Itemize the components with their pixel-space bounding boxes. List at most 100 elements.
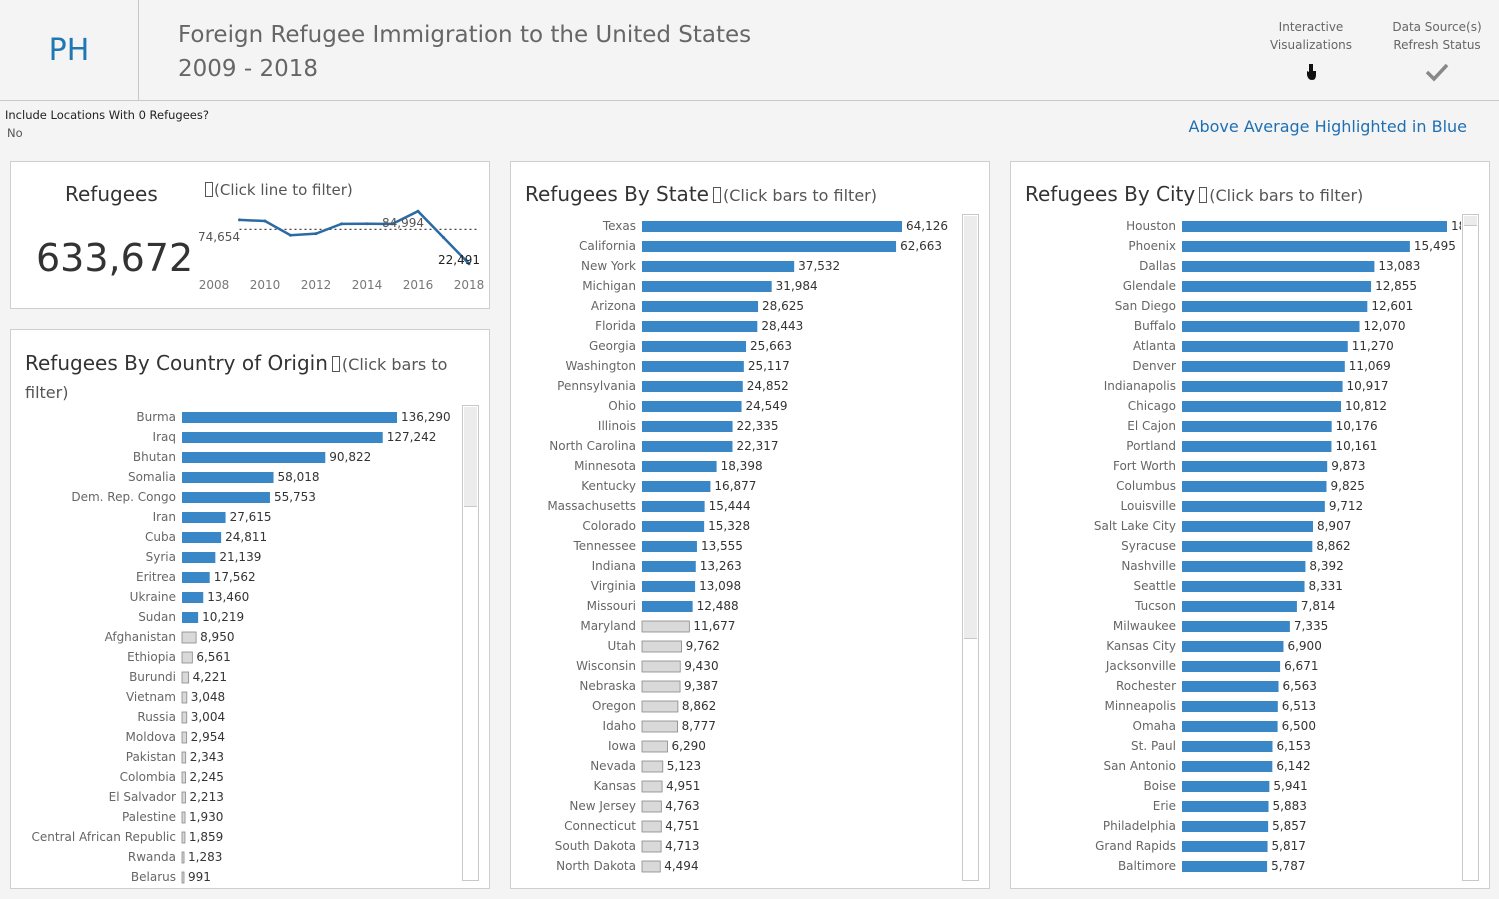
bar[interactable] xyxy=(1182,781,1269,792)
bar[interactable] xyxy=(1182,261,1374,272)
bar[interactable] xyxy=(182,752,186,763)
zero-locations-filter-dropdown[interactable]: No xyxy=(7,126,23,140)
bar[interactable] xyxy=(182,512,226,523)
bar[interactable] xyxy=(642,301,758,312)
bar[interactable] xyxy=(642,601,693,612)
bar[interactable] xyxy=(642,861,660,872)
bar[interactable] xyxy=(642,501,705,512)
bar[interactable] xyxy=(182,432,383,443)
bar[interactable] xyxy=(642,841,661,852)
bar[interactable] xyxy=(642,461,717,472)
bar[interactable] xyxy=(1182,581,1305,592)
state-scrollbar[interactable] xyxy=(962,214,979,881)
bar[interactable] xyxy=(182,552,215,563)
bar[interactable] xyxy=(1182,761,1272,772)
bar[interactable] xyxy=(642,821,661,832)
bar[interactable] xyxy=(1182,641,1283,652)
bar[interactable] xyxy=(182,692,187,703)
bar[interactable] xyxy=(642,221,902,232)
trend-series-line[interactable] xyxy=(240,211,470,264)
bar[interactable] xyxy=(1182,521,1313,532)
bar[interactable] xyxy=(642,781,662,792)
bar[interactable] xyxy=(182,872,184,883)
trend-point[interactable] xyxy=(315,232,318,235)
bar[interactable] xyxy=(642,581,695,592)
bar[interactable] xyxy=(1182,421,1332,432)
bar[interactable] xyxy=(182,612,198,623)
state-bar-chart[interactable]: Texas 64,126 California 62,663 New York 37,53… xyxy=(511,162,961,889)
bar[interactable] xyxy=(182,832,185,843)
bar[interactable] xyxy=(1182,621,1290,632)
country-scrollbar[interactable] xyxy=(462,405,479,881)
bar[interactable] xyxy=(1182,601,1297,612)
bar[interactable] xyxy=(642,421,733,432)
bar[interactable] xyxy=(1182,721,1278,732)
bar[interactable] xyxy=(182,412,397,423)
city-scroll-thumb[interactable] xyxy=(1464,216,1477,226)
country-bar-chart[interactable]: Burma 136,290 Iraq 127,242 Bhutan 90,822 Somal… xyxy=(11,330,461,889)
bar[interactable] xyxy=(182,572,210,583)
bar[interactable] xyxy=(182,772,186,783)
trend-point[interactable] xyxy=(366,222,369,225)
bar[interactable] xyxy=(182,652,192,663)
bar[interactable] xyxy=(182,492,270,503)
bar[interactable] xyxy=(642,561,696,572)
bar[interactable] xyxy=(1182,501,1325,512)
bar[interactable] xyxy=(642,801,661,812)
bar[interactable] xyxy=(1182,441,1331,452)
bar[interactable] xyxy=(1182,801,1269,812)
bar[interactable] xyxy=(642,521,704,532)
bar[interactable] xyxy=(642,341,746,352)
bar[interactable] xyxy=(1182,301,1367,312)
bar[interactable] xyxy=(642,321,757,332)
bar[interactable] xyxy=(1182,381,1343,392)
bar[interactable] xyxy=(1182,841,1268,852)
bar[interactable] xyxy=(642,701,678,712)
bar[interactable] xyxy=(642,361,744,372)
bar[interactable] xyxy=(1182,741,1272,752)
bar[interactable] xyxy=(642,401,742,412)
bar[interactable] xyxy=(182,852,184,863)
bar[interactable] xyxy=(642,481,710,492)
trend-point[interactable] xyxy=(340,222,343,225)
city-scrollbar[interactable] xyxy=(1462,214,1479,881)
bar[interactable] xyxy=(1182,661,1280,672)
bar[interactable] xyxy=(182,452,325,463)
bar[interactable] xyxy=(1182,321,1360,332)
bar[interactable] xyxy=(1182,361,1345,372)
bar[interactable] xyxy=(642,641,682,652)
bar[interactable] xyxy=(1182,541,1312,552)
bar[interactable] xyxy=(1182,401,1341,412)
bar[interactable] xyxy=(642,741,668,752)
state-scroll-thumb[interactable] xyxy=(964,216,977,639)
bar[interactable] xyxy=(182,792,185,803)
trend-line-chart[interactable]: 2008 2010 2012 2014 2016 2018 74,654 84,994 22,4… xyxy=(11,162,490,309)
bar[interactable] xyxy=(642,721,678,732)
trend-point[interactable] xyxy=(289,234,292,237)
bar[interactable] xyxy=(1182,341,1348,352)
city-bar-chart[interactable]: Houston18,018Phoenix15,495Dallas13,083Gl… xyxy=(1011,162,1461,889)
bar[interactable] xyxy=(1182,681,1279,692)
bar[interactable] xyxy=(182,812,185,823)
refresh-status-button[interactable]: Data Source(s) Refresh Status xyxy=(1388,18,1486,82)
bar[interactable] xyxy=(642,441,732,452)
bar[interactable] xyxy=(642,621,689,632)
bar[interactable] xyxy=(182,632,196,643)
bar[interactable] xyxy=(1182,821,1268,832)
trend-point[interactable] xyxy=(264,220,267,223)
bar[interactable] xyxy=(1182,701,1278,712)
bar[interactable] xyxy=(182,472,274,483)
bar[interactable] xyxy=(642,241,896,252)
bar[interactable] xyxy=(1182,281,1371,292)
bar[interactable] xyxy=(642,381,743,392)
bar[interactable] xyxy=(642,261,794,272)
bar[interactable] xyxy=(182,732,187,743)
trend-point[interactable] xyxy=(417,210,420,213)
bar[interactable] xyxy=(642,661,680,672)
bar[interactable] xyxy=(182,712,187,723)
bar[interactable] xyxy=(642,681,680,692)
bar[interactable] xyxy=(1182,221,1447,232)
trend-point[interactable] xyxy=(442,236,445,239)
bar[interactable] xyxy=(1182,861,1267,872)
trend-point[interactable] xyxy=(238,218,241,221)
